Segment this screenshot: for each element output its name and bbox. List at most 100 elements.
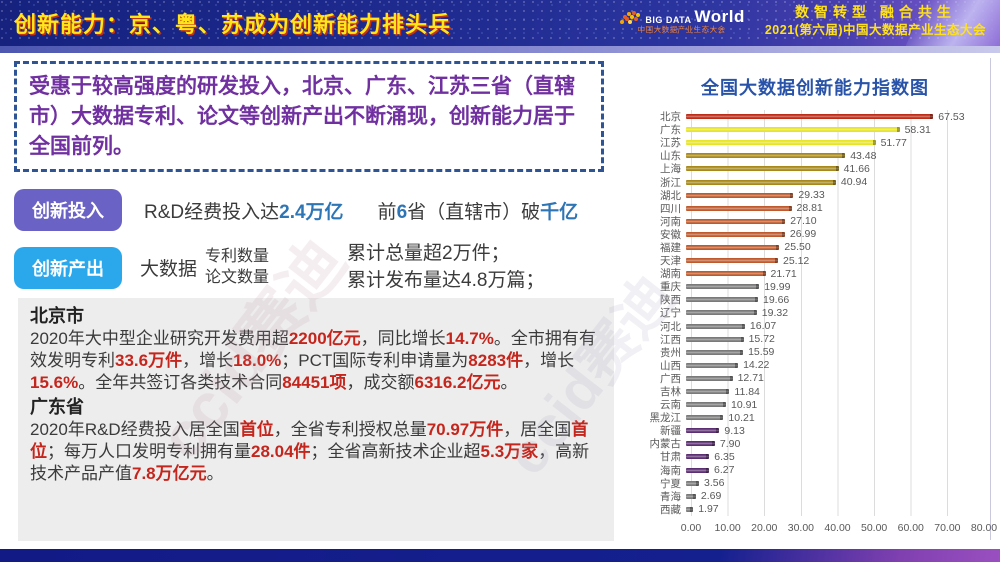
chart-plot: 北京 67.53 广东 58.31 江苏 51.77 山东 43.48 上海 41.66 浙江 40.… bbox=[632, 110, 998, 516]
bar-value-label: 19.32 bbox=[761, 306, 789, 319]
bar-value-label: 10.91 bbox=[731, 398, 758, 411]
bar-value-label: 51.77 bbox=[880, 136, 907, 149]
bar-value-label: 6.27 bbox=[714, 464, 735, 477]
bar-label: 河南 bbox=[660, 215, 681, 228]
bar-row: 黑龙江 10.21 bbox=[632, 411, 998, 425]
conference-name: 2021(第六届)中国大数据产业生态大会 bbox=[764, 22, 986, 37]
bar-track: 6.35 bbox=[686, 450, 998, 463]
bar-row: 重庆 19.99 bbox=[632, 280, 998, 294]
bar-track: 10.21 bbox=[686, 411, 998, 424]
innovation-investment-row: 创新投入 R&D经费投入达2.4万亿 前6省（直辖市）破千亿 bbox=[14, 189, 578, 231]
innovation-index-chart: 全国大数据创新能力指数图 北京 67.53 广东 58.31 江苏 51.77 山东 43.4… bbox=[632, 60, 998, 542]
bar bbox=[686, 166, 839, 172]
bar bbox=[686, 310, 757, 316]
bar-value-label: 15.72 bbox=[748, 333, 775, 346]
investment-line1: R&D经费投入达2.4万亿 bbox=[144, 201, 344, 223]
x-tick-label: 60.00 bbox=[897, 521, 924, 534]
slogan-text: 数智转型 融合共生 bbox=[794, 4, 956, 20]
bar-row: 云南 10.91 bbox=[632, 398, 998, 412]
bar-label: 青海 bbox=[660, 490, 681, 503]
bar-track: 40.94 bbox=[686, 175, 998, 188]
bar-row: 海南 6.27 bbox=[632, 464, 998, 477]
bar-track: 25.12 bbox=[686, 254, 998, 267]
bar-track: 26.99 bbox=[686, 228, 998, 241]
footer-bar bbox=[0, 549, 1000, 562]
output-metric-stack: 专利数量 论文数量 bbox=[205, 247, 269, 289]
list-line: 专利数量 bbox=[205, 247, 270, 265]
list-line: 累计总量超2万件； bbox=[347, 243, 510, 264]
bar-row: 广东 58.31 bbox=[632, 123, 998, 137]
bar-value-label: 2.69 bbox=[700, 490, 722, 503]
bar-value-label: 19.99 bbox=[764, 280, 791, 293]
output-results: 累计总量超2万件； 累计发布量达4.8万篇； bbox=[347, 241, 544, 294]
bigdata-world-logo: BIG DATA World 中国大数据产业生态大会 bbox=[618, 6, 745, 35]
bar-label: 辽宁 bbox=[660, 307, 681, 320]
bar-row: 西藏 1.97 bbox=[632, 503, 998, 516]
bar-value-label: 26.99 bbox=[789, 228, 817, 241]
intro-summary-box: 受惠于较高强度的研发投入，北京、广东、江苏三省（直辖市）大数据专利、论文等创新产… bbox=[14, 61, 604, 173]
bar-row: 河南 27.10 bbox=[632, 215, 998, 228]
x-tick-label: 70.00 bbox=[934, 521, 961, 534]
x-tick-label: 10.00 bbox=[714, 521, 741, 534]
header-right-group: BIG DATA World 中国大数据产业生态大会 数智转型 融合共生 202… bbox=[618, 3, 986, 39]
bar-row: 新疆 9.13 bbox=[632, 424, 998, 438]
bar-track: 9.13 bbox=[686, 424, 998, 437]
logo-world-text: World bbox=[694, 6, 745, 26]
bar-row: 天津 25.12 bbox=[632, 254, 998, 268]
bar-value-label: 14.22 bbox=[743, 359, 770, 372]
bar-row: 山东 43.48 bbox=[632, 149, 998, 163]
bar-label: 河北 bbox=[660, 320, 681, 333]
bar-track: 41.66 bbox=[686, 162, 998, 175]
bar bbox=[686, 114, 934, 120]
logo-subtitle: 中国大数据产业生态大会 bbox=[637, 25, 726, 35]
bar-value-label: 6.35 bbox=[714, 450, 735, 463]
bar bbox=[686, 349, 744, 355]
bar-value-label: 11.84 bbox=[734, 385, 760, 398]
bar-label: 湖南 bbox=[660, 268, 681, 281]
output-badge: 创新产出 bbox=[14, 246, 122, 289]
globe-dots-icon bbox=[618, 11, 640, 25]
bar-label: 北京 bbox=[660, 111, 681, 124]
bar-label: 山西 bbox=[660, 359, 681, 372]
bar bbox=[686, 192, 794, 198]
bar-label: 陕西 bbox=[660, 294, 681, 307]
bar-track: 28.81 bbox=[686, 202, 998, 215]
bar-value-label: 7.90 bbox=[719, 437, 741, 450]
bar bbox=[686, 375, 733, 381]
bar-row: 安徽 26.99 bbox=[632, 228, 998, 241]
bar-label: 重庆 bbox=[660, 281, 681, 294]
bar-value-label: 27.10 bbox=[790, 215, 817, 228]
bar-row: 河北 16.07 bbox=[632, 320, 998, 333]
bar-value-label: 25.12 bbox=[783, 254, 810, 267]
bar-track: 43.48 bbox=[686, 149, 998, 162]
bar-value-label: 10.21 bbox=[728, 411, 755, 424]
bar bbox=[686, 231, 785, 237]
bar bbox=[686, 140, 876, 146]
bar-track: 51.77 bbox=[686, 136, 998, 149]
bar-row: 宁夏 3.56 bbox=[632, 477, 998, 490]
bar-label: 江苏 bbox=[660, 137, 681, 150]
bar-track: 58.31 bbox=[686, 123, 998, 136]
bar-track: 19.99 bbox=[686, 280, 998, 293]
beijing-body: 2020年大中型企业研究开发费用超2200亿元，同比增长14.7%。全市拥有有效… bbox=[30, 329, 596, 393]
bar-track: 21.71 bbox=[686, 267, 998, 280]
bar bbox=[686, 179, 836, 185]
list-line: 论文数量 bbox=[205, 268, 270, 286]
bar-value-label: 21.71 bbox=[770, 267, 797, 280]
chart-x-axis: 0.00 10.00 20.00 30.00 40.00 50.00 60.00 70.00 8… bbox=[681, 520, 998, 538]
bar-row: 青海 2.69 bbox=[632, 490, 998, 503]
chart-title: 全国大数据创新能力指数图 bbox=[701, 78, 929, 98]
bar bbox=[686, 323, 745, 329]
bar-value-label: 1.97 bbox=[698, 503, 719, 516]
bar bbox=[686, 389, 730, 395]
x-tick-label: 80.00 bbox=[970, 521, 998, 534]
bar-row: 北京 67.53 bbox=[632, 110, 998, 124]
bar bbox=[686, 506, 694, 512]
bar-label: 黑龙江 bbox=[649, 412, 682, 425]
bar-track: 29.33 bbox=[686, 189, 998, 202]
bar-track: 19.32 bbox=[686, 306, 998, 319]
bar-track: 6.27 bbox=[686, 464, 998, 477]
bar bbox=[686, 336, 744, 342]
bar-track: 15.72 bbox=[686, 333, 998, 346]
